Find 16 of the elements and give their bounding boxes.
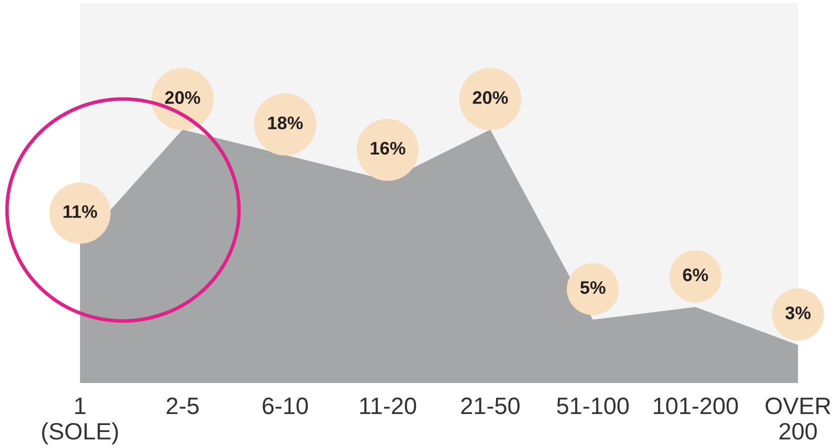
data-label: 5% (580, 281, 606, 294)
x-tick-label: 21-50 (461, 398, 520, 414)
data-label: 11% (64, 205, 98, 218)
x-tick-label: 51-100 (557, 398, 629, 414)
data-label: 18% (268, 116, 303, 130)
data-label: 20% (472, 91, 508, 104)
x-tick-label: 6-10 (262, 398, 308, 414)
data-label: 20% (165, 91, 200, 104)
x-tick-label: 1 (SOLE) (42, 398, 118, 444)
x-tick-label: 11-20 (360, 398, 416, 414)
x-tick-label: OVER 200 (766, 398, 830, 440)
x-tick-label: 101-200 (654, 398, 738, 414)
data-label: 6% (683, 268, 708, 282)
data-label: 3% (785, 306, 811, 320)
data-label: 16% (370, 142, 406, 155)
x-tick-label: 2-5 (166, 398, 199, 414)
